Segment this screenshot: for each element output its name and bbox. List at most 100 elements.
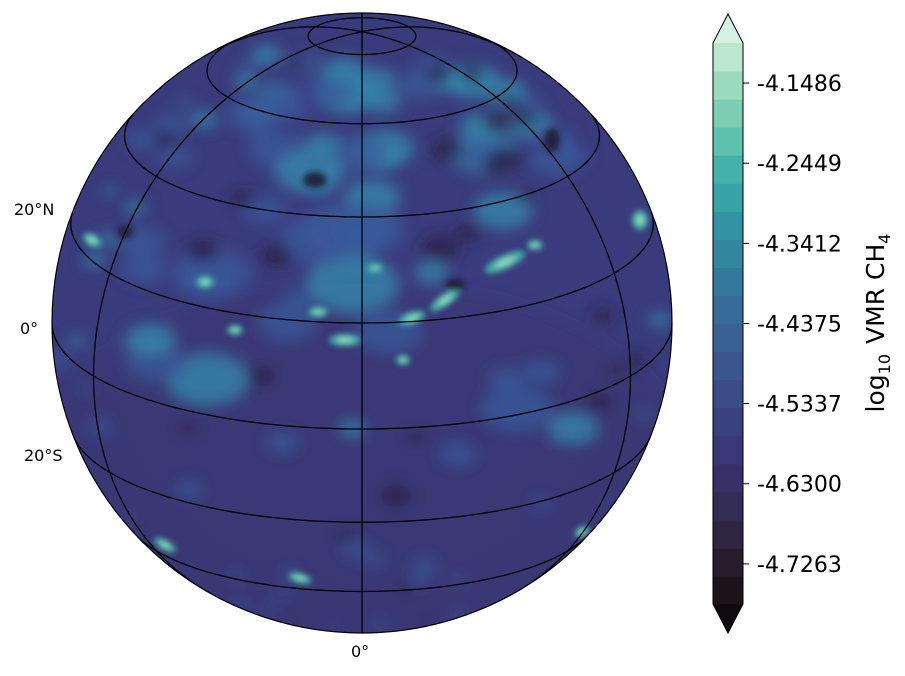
field-highlight (294, 575, 306, 581)
field-patch (407, 430, 425, 443)
field-highlight (494, 256, 516, 268)
field-patch (102, 186, 116, 195)
field-patch (635, 408, 652, 419)
colorbar-band (713, 99, 743, 128)
graticule-line (92, 31, 363, 589)
field-patch (52, 352, 70, 368)
field-patch (517, 191, 534, 204)
field-patch (607, 364, 624, 377)
field-dark-core (602, 585, 618, 595)
field-highlight (159, 541, 171, 549)
field-patch (120, 513, 132, 522)
field-patch (149, 523, 155, 528)
colorbar-band (713, 155, 743, 184)
field-patch (587, 393, 613, 412)
field-patch (124, 324, 175, 356)
field-patch (323, 56, 366, 84)
field-patch (274, 149, 345, 194)
field-patch (414, 261, 449, 283)
colorbar-bands (713, 14, 743, 633)
colorbar-tick-label: -4.4375 (757, 313, 842, 338)
field-patch (604, 499, 615, 507)
field-patch (487, 367, 525, 392)
field-patch (174, 97, 195, 110)
globe-outline (51, 12, 673, 634)
field-patch (167, 353, 248, 405)
colorbar-band (713, 127, 743, 156)
graticule-line (361, 26, 521, 57)
field-patch (190, 111, 219, 129)
field-patch (510, 82, 526, 93)
field-patch (211, 275, 235, 290)
colorbar-tick-label: -4.6300 (757, 473, 842, 498)
field-patch (450, 576, 464, 586)
field-patch (287, 55, 306, 68)
colorbar-band (713, 575, 743, 605)
field-patch (310, 92, 340, 112)
field-patch (499, 117, 515, 129)
colorbar-band (713, 295, 743, 325)
field-patch (246, 366, 276, 387)
field-patch (528, 143, 582, 177)
field-patch (379, 484, 413, 508)
field-patch (591, 307, 614, 324)
field-dark-core (303, 172, 327, 188)
field-patch (261, 610, 267, 615)
field-highlight (437, 294, 453, 306)
field-patch (480, 386, 554, 432)
field-patch (461, 67, 484, 84)
field-patch (573, 150, 592, 162)
colorbar-band (713, 519, 743, 549)
globe (51, 12, 673, 634)
colorbar-tick-label: -4.2449 (757, 152, 842, 177)
field-patch (121, 254, 168, 284)
lat-label-20s: 20°S (24, 446, 63, 465)
field-patch (176, 480, 203, 499)
field-patch (354, 68, 397, 95)
colorbar-band (713, 323, 743, 353)
field-patch (455, 223, 482, 242)
field-patch (421, 234, 460, 262)
graticule (52, 13, 672, 633)
field-patch (405, 71, 428, 86)
field-patch (237, 60, 260, 75)
field-patch (363, 552, 384, 566)
field-patch (499, 95, 519, 109)
field-highlight (87, 236, 97, 244)
colorbar-band (713, 211, 743, 240)
field-dark-core (544, 128, 560, 152)
graticule-line (203, 26, 363, 57)
field-patch (420, 616, 432, 624)
colorbar: -4.1486 -4.2449 -4.3412 -4.4375 -4.5337 -4.63… (712, 12, 842, 635)
methane-field (52, 45, 672, 633)
field-highlight (405, 314, 419, 322)
colorbar-label: log10 VMR CH4 (861, 234, 894, 413)
field-patch (373, 620, 386, 629)
colorbar-band (713, 491, 743, 521)
colorbar-band (713, 71, 743, 100)
field-patch (280, 212, 364, 265)
lat-label-0: 0° (20, 319, 38, 338)
field-patch (231, 190, 254, 207)
field-patch (289, 618, 299, 625)
field-patch (627, 353, 646, 368)
colorbar-extend-min (713, 604, 743, 633)
field-patch (532, 498, 549, 510)
lat-label-20n: 20°N (14, 200, 54, 219)
colorbar-tick-label: -4.3412 (757, 232, 842, 257)
field-patch (82, 252, 106, 267)
field-patch (338, 529, 354, 541)
field-patch (471, 95, 480, 102)
field-patch (440, 443, 476, 466)
colorbar-label-log: log (861, 374, 890, 412)
field-patch (154, 131, 178, 148)
colorbar-extend-max (713, 14, 743, 43)
field-patch (485, 87, 496, 95)
field-patch (259, 244, 293, 268)
field-highlight (200, 279, 210, 285)
field-patch (157, 145, 193, 169)
field-patch (474, 60, 481, 65)
field-patch (409, 573, 429, 586)
colorbar-label-sub: 10 (875, 354, 894, 374)
field-patch (522, 360, 560, 384)
